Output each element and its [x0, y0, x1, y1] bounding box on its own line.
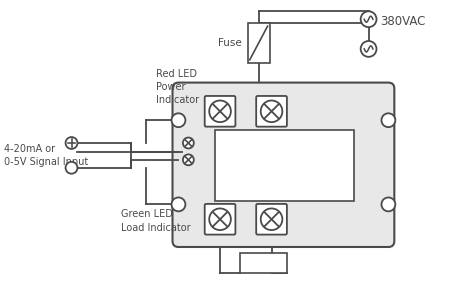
- Circle shape: [382, 113, 396, 127]
- Circle shape: [261, 100, 282, 122]
- Circle shape: [171, 197, 185, 211]
- Circle shape: [382, 197, 396, 211]
- FancyBboxPatch shape: [172, 83, 394, 247]
- FancyBboxPatch shape: [205, 96, 235, 127]
- FancyBboxPatch shape: [256, 204, 287, 235]
- Circle shape: [209, 100, 231, 122]
- Circle shape: [261, 208, 282, 230]
- Text: Fuse: Fuse: [218, 38, 242, 48]
- Bar: [240, 253, 288, 273]
- Circle shape: [360, 41, 377, 57]
- Circle shape: [183, 154, 194, 165]
- Text: Red LED
Power
Indicator: Red LED Power Indicator: [156, 69, 199, 105]
- Bar: [215, 130, 354, 201]
- Text: 380VAC: 380VAC: [381, 15, 426, 28]
- FancyBboxPatch shape: [256, 96, 287, 127]
- Circle shape: [66, 137, 77, 149]
- Text: Green LED
Load Indicator: Green LED Load Indicator: [121, 209, 191, 233]
- Circle shape: [171, 113, 185, 127]
- Text: 4-20mA or
0-5V Signal Input: 4-20mA or 0-5V Signal Input: [4, 144, 88, 167]
- Bar: [248, 23, 270, 63]
- Text: Load: Load: [250, 258, 277, 268]
- Circle shape: [66, 162, 77, 174]
- FancyBboxPatch shape: [205, 204, 235, 235]
- Circle shape: [209, 208, 231, 230]
- Circle shape: [183, 138, 194, 148]
- Circle shape: [360, 11, 377, 27]
